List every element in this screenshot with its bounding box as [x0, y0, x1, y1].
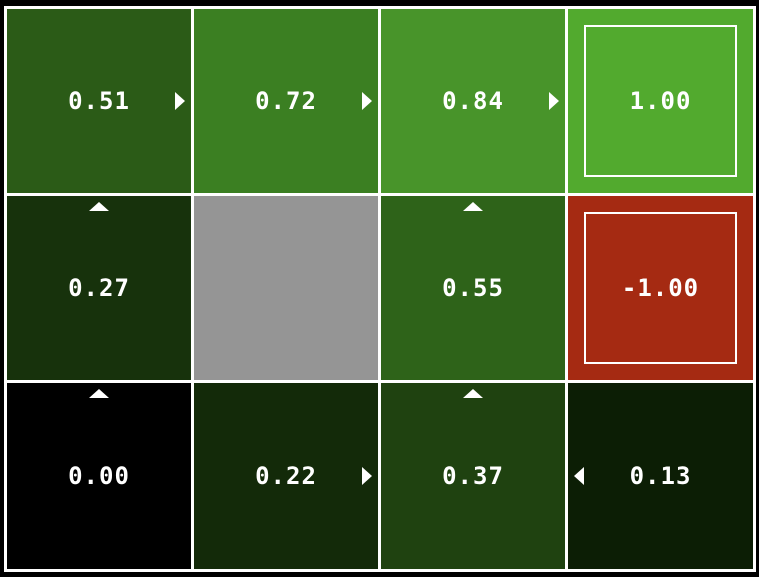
grid-cell-r2-c0: 0.00 — [4, 380, 194, 572]
state-value-label: 0.00 — [68, 462, 130, 490]
state-value-label: 0.27 — [68, 274, 130, 302]
state-value-label: 0.72 — [255, 87, 317, 115]
state-value-label: -1.00 — [621, 274, 700, 302]
terminal-state-frame — [584, 25, 737, 177]
policy-arrow-right-icon — [362, 92, 372, 110]
policy-arrow-up-icon — [463, 202, 483, 211]
state-value-label: 0.22 — [255, 462, 317, 490]
policy-arrow-left-icon — [574, 467, 584, 485]
state-value-label: 0.55 — [442, 274, 504, 302]
terminal-state-frame — [584, 212, 737, 364]
grid-cell-r2-c2: 0.37 — [378, 380, 568, 572]
grid-cell-r0-c3: 1.00 — [565, 6, 756, 196]
grid-cell-r0-c2: 0.84 — [378, 6, 568, 196]
grid-cell-r1-c2: 0.55 — [378, 193, 568, 383]
grid-cell-r0-c0: 0.51 — [4, 6, 194, 196]
state-value-label: 0.13 — [629, 462, 692, 490]
policy-arrow-up-icon — [89, 389, 109, 398]
state-value-label: 1.00 — [629, 87, 692, 115]
grid-cell-r2-c1: 0.22 — [191, 380, 381, 572]
policy-arrow-up-icon — [89, 202, 109, 211]
gridworld-board: 0.51 0.72 0.84 1.00 0.27 0.55 -1.00 0.00 0.22 0.3… — [4, 6, 756, 572]
policy-arrow-right-icon — [362, 467, 372, 485]
policy-arrow-right-icon — [549, 92, 559, 110]
grid-cell-r2-c3: 0.13 — [565, 380, 756, 572]
grid-cell-r1-c0: 0.27 — [4, 193, 194, 383]
state-value-label: 0.84 — [442, 87, 504, 115]
policy-arrow-right-icon — [175, 92, 185, 110]
grid-cell-r0-c1: 0.72 — [191, 6, 381, 196]
state-value-label: 0.51 — [68, 87, 130, 115]
policy-arrow-up-icon — [463, 389, 483, 398]
grid-cell-r1-c3: -1.00 — [565, 193, 756, 383]
state-value-label: 0.37 — [442, 462, 504, 490]
grid-cell-r1-c1 — [191, 193, 381, 383]
